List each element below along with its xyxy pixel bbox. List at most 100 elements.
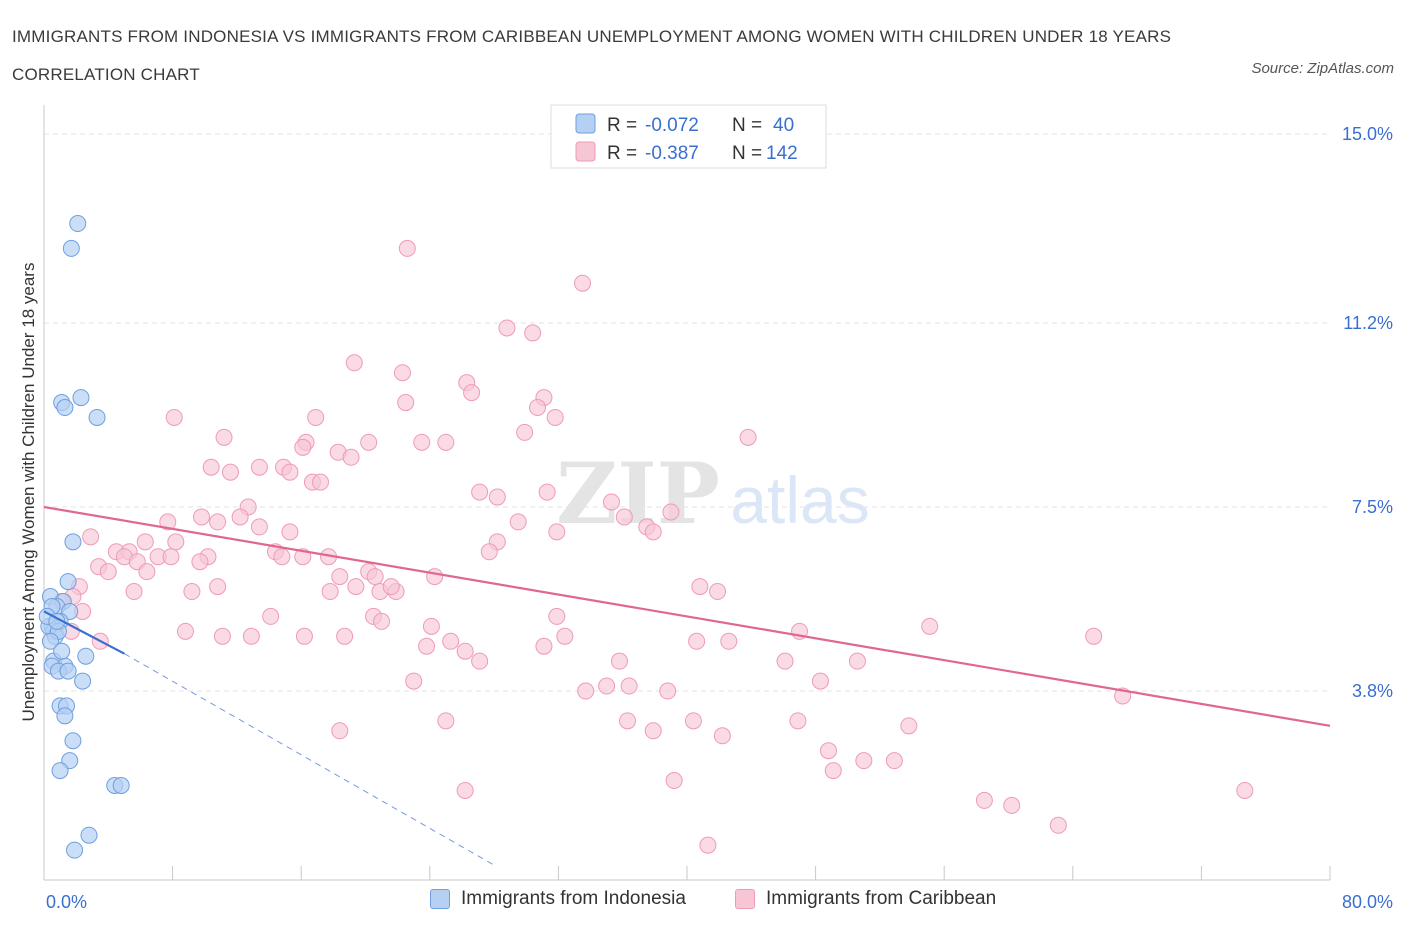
caribbean-point xyxy=(331,568,349,586)
caribbean-point xyxy=(437,433,455,451)
stats-r-label: R = xyxy=(607,115,637,136)
caribbean-point xyxy=(442,632,460,650)
caribbean-point xyxy=(471,483,489,501)
caribbean-point xyxy=(699,836,717,854)
caribbean-point xyxy=(577,682,595,700)
y-tick-label: 11.2% xyxy=(1343,313,1393,333)
stats-r-value: -0.072 xyxy=(645,115,699,136)
caribbean-point xyxy=(176,622,194,640)
caribbean-point xyxy=(215,428,233,446)
caribbean-trend-line xyxy=(43,505,1331,727)
caribbean-point xyxy=(1003,796,1021,814)
caribbean-point xyxy=(509,513,527,531)
caribbean-point xyxy=(739,428,757,446)
indonesia-point xyxy=(69,215,87,233)
indonesia-point xyxy=(59,573,77,591)
caribbean-point xyxy=(262,607,280,625)
caribbean-point xyxy=(556,627,574,645)
caribbean-point xyxy=(688,632,706,650)
caribbean-point xyxy=(610,652,628,670)
caribbean-point xyxy=(529,399,547,417)
caribbean-point xyxy=(824,762,842,780)
caribbean-point xyxy=(426,568,444,586)
caribbean-point xyxy=(167,533,185,551)
caribbean-point xyxy=(498,319,516,337)
caribbean-point xyxy=(136,533,154,551)
indonesia-point xyxy=(56,399,74,417)
caribbean-point xyxy=(125,583,143,601)
caribbean-point xyxy=(250,518,268,536)
indonesia-point xyxy=(64,533,82,551)
caribbean-point xyxy=(848,652,866,670)
legend-label-caribbean: Immigrants from Caribbean xyxy=(766,888,997,909)
x-tick-label-max: 80.0% xyxy=(1342,892,1393,912)
y-tick-labels: 3.8% 7.5% 11.2% 15.0% xyxy=(1342,124,1393,701)
caribbean-point xyxy=(250,458,268,476)
y-tick-label: 3.8% xyxy=(1352,681,1393,701)
caribbean-point xyxy=(471,652,489,670)
caribbean-point xyxy=(644,722,662,740)
legend-label-indonesia: Immigrants from Indonesia xyxy=(461,888,686,909)
caribbean-point xyxy=(1236,781,1254,799)
caribbean-point xyxy=(373,612,391,630)
stats-n-label: N = xyxy=(732,143,762,164)
caribbean-point xyxy=(347,578,365,596)
caribbean-point xyxy=(311,473,329,491)
caribbean-point xyxy=(191,553,209,571)
trend-lines xyxy=(43,505,1331,866)
caribbean-point xyxy=(662,503,680,521)
caribbean-point xyxy=(776,652,794,670)
y-tick-label: 15.0% xyxy=(1342,124,1393,144)
caribbean-point xyxy=(321,583,339,601)
caribbean-point xyxy=(615,508,633,526)
caribbean-point xyxy=(644,523,662,541)
caribbean-point xyxy=(855,752,873,770)
caribbean-point xyxy=(456,642,474,660)
caribbean-point xyxy=(921,617,939,635)
caribbean-point xyxy=(336,627,354,645)
caribbean-point xyxy=(413,433,431,451)
caribbean-point xyxy=(382,578,400,596)
indonesia-point xyxy=(80,826,98,844)
caribbean-point xyxy=(209,513,227,531)
caribbean-point xyxy=(548,607,566,625)
caribbean-point xyxy=(819,742,837,760)
indonesia-point xyxy=(64,732,82,750)
caribbean-point xyxy=(1049,816,1067,834)
indonesia-point xyxy=(41,632,59,650)
caribbean-point xyxy=(138,563,156,581)
caribbean-point xyxy=(516,423,534,441)
caribbean-point xyxy=(405,672,423,690)
caribbean-point xyxy=(684,712,702,730)
caribbean-point xyxy=(524,324,542,342)
caribbean-point xyxy=(602,493,620,511)
caribbean-point xyxy=(620,677,638,695)
caribbean-point xyxy=(165,408,183,426)
caribbean-point xyxy=(273,548,291,566)
y-tick-label: 7.5% xyxy=(1352,497,1393,517)
caribbean-point xyxy=(437,712,455,730)
indonesia-point xyxy=(53,642,71,660)
caribbean-point xyxy=(398,239,416,257)
indonesia-point xyxy=(51,762,69,780)
caribbean-point xyxy=(720,632,738,650)
caribbean-point xyxy=(360,433,378,451)
caribbean-point xyxy=(345,354,363,372)
stats-n-value: 142 xyxy=(766,143,798,164)
indonesia-point xyxy=(88,408,106,426)
legend-item-indonesia[interactable]: Immigrants from Indonesia xyxy=(430,888,686,910)
chart-title: IMMIGRANTS FROM INDONESIA VS IMMIGRANTS … xyxy=(12,27,1172,84)
caribbean-point xyxy=(619,712,637,730)
indonesia-point xyxy=(66,841,84,859)
watermark: ZIP atlas xyxy=(556,444,870,543)
caribbean-point xyxy=(463,384,481,402)
caribbean-point xyxy=(307,408,325,426)
caribbean-point xyxy=(209,578,227,596)
y-axis-label: Unemployment Among Women with Children U… xyxy=(19,263,38,722)
caribbean-point xyxy=(811,672,829,690)
legend-item-caribbean[interactable]: Immigrants from Caribbean xyxy=(735,888,996,910)
stats-swatch-indonesia xyxy=(575,113,596,134)
stats-n-label: N = xyxy=(732,115,762,136)
caribbean-point xyxy=(659,682,677,700)
